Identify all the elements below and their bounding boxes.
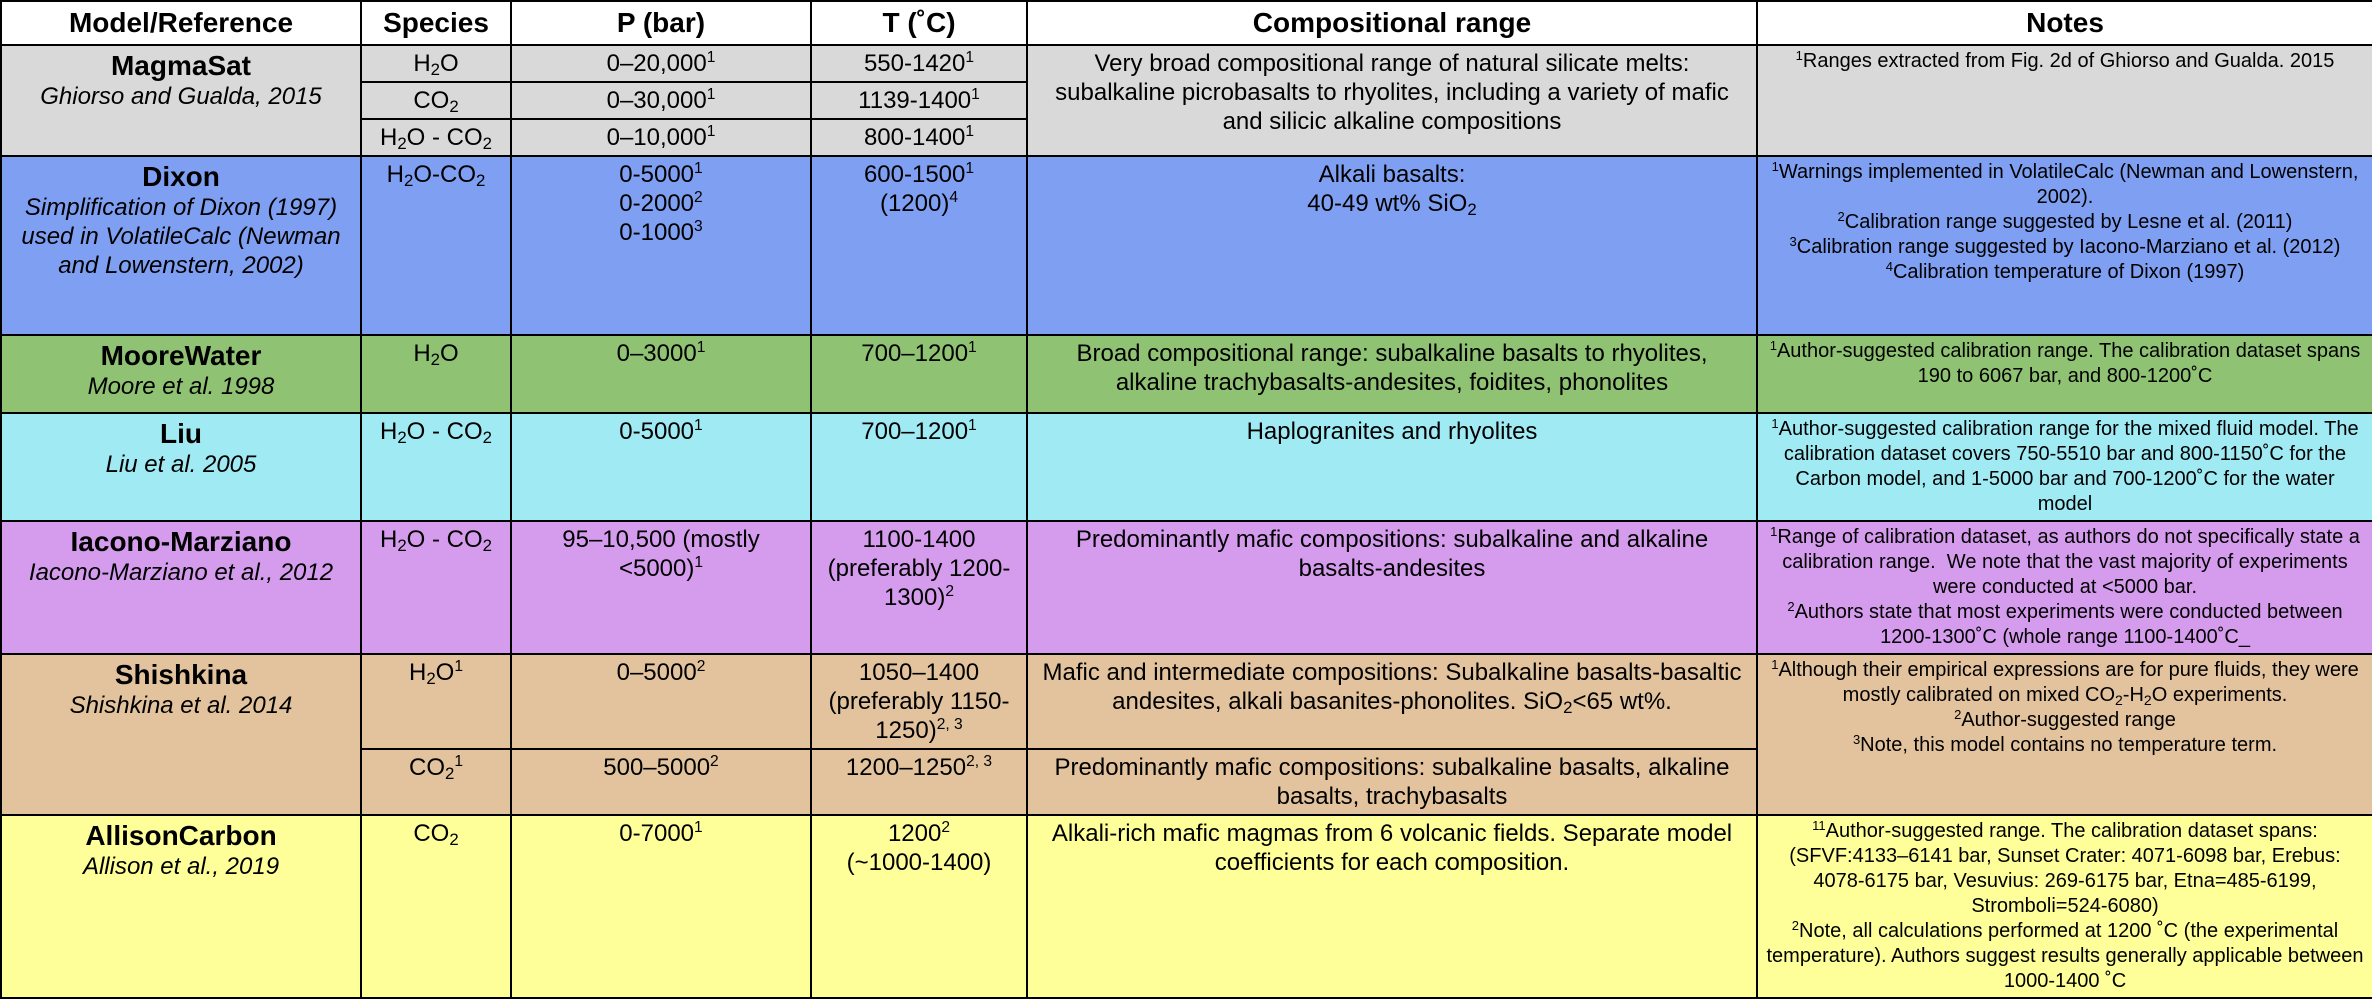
composition-cell: Alkali-rich mafic magmas from 6 volcanic…	[1026, 814, 1758, 999]
model-name: MagmaSat	[110, 50, 252, 81]
temperature-cell: 1200–12502, 3	[810, 748, 1028, 816]
pressure-cell: 0–30,0001	[510, 81, 812, 120]
pressure-cell: 0–10,0001	[510, 118, 812, 157]
notes-cell: 1Range of calibration dataset, as author…	[1756, 520, 2372, 655]
notes-cell: 11Author-suggested range. The calibratio…	[1756, 814, 2372, 999]
pressure-cell: 0–20,0001	[510, 44, 812, 83]
composition-cell: Haplogranites and rhyolites	[1026, 412, 1758, 522]
model-reference: Liu et al. 2005	[105, 451, 257, 478]
pressure-cell: 0-50001 0-20002 0-10003	[510, 155, 812, 336]
model-cell-shishkina: Shishkina Shishkina et al. 2014	[0, 653, 362, 816]
model-cell-magmasat: MagmaSat Ghiorso and Gualda, 2015	[0, 44, 362, 157]
composition-cell: Very broad compositional range of natura…	[1026, 44, 1758, 157]
species-cell: CO21	[360, 748, 512, 816]
temperature-cell: 700–12001	[810, 334, 1028, 414]
pressure-cell: 95–10,500 (mostly <5000)1	[510, 520, 812, 655]
species-cell: CO2	[360, 814, 512, 999]
row-dixon: Dixon Simplification of Dixon (1997) use…	[0, 155, 2372, 336]
header-pressure: P (bar)	[510, 0, 812, 46]
header-model-reference: Model/Reference	[0, 0, 362, 46]
model-cell-liu: Liu Liu et al. 2005	[0, 412, 362, 522]
model-name: Dixon	[142, 161, 220, 192]
species-cell: H2O	[360, 334, 512, 414]
model-reference: Iacono-Marziano et al., 2012	[28, 559, 334, 586]
model-reference: Ghiorso and Gualda, 2015	[40, 83, 322, 110]
row-shishkina-h2o: Shishkina Shishkina et al. 2014 H2O1 0–5…	[0, 653, 2372, 816]
temperature-cell: 800-14001	[810, 118, 1028, 157]
header-compositional-range: Compositional range	[1026, 0, 1758, 46]
model-name: Iacono-Marziano	[70, 526, 292, 557]
temperature-cell: 1139-14001	[810, 81, 1028, 120]
pressure-cell: 0-70001	[510, 814, 812, 999]
composition-cell: Predominantly mafic compositions: subalk…	[1026, 748, 1758, 816]
row-moorewater: MooreWater Moore et al. 1998 H2O 0–30001…	[0, 334, 2372, 414]
row-magmasat-h2o-co2: H2O - CO2 0–10,0001 800-14001	[1, 118, 2372, 157]
notes-cell: 1Warnings implemented in VolatileCalc (N…	[1756, 155, 2372, 336]
header-temperature: T (˚C)	[810, 0, 1028, 46]
composition-cell: Mafic and intermediate compositions: Sub…	[1026, 653, 1758, 750]
model-name: Shishkina	[114, 659, 248, 690]
notes-cell: 1Ranges extracted from Fig. 2d of Ghiors…	[1756, 44, 2372, 157]
pressure-cell: 0-50001	[510, 412, 812, 522]
model-name: AllisonCarbon	[85, 820, 277, 851]
header-row: Model/Reference Species P (bar) T (˚C) C…	[0, 0, 2372, 46]
temperature-cell: 550-14201	[810, 44, 1028, 83]
row-iacono-marziano: Iacono-Marziano Iacono-Marziano et al., …	[0, 520, 2372, 655]
species-cell: H2O - CO2	[360, 520, 512, 655]
species-cell: H2O - CO2	[360, 412, 512, 522]
species-cell: H2O - CO2	[360, 118, 512, 157]
composition-cell: Broad compositional range: subalkaline b…	[1026, 334, 1758, 414]
pressure-cell: 0–30001	[510, 334, 812, 414]
row-shishkina-co2: CO21 500–50002 1200–12502, 3 Predominant…	[1, 748, 2372, 816]
species-cell: CO2	[360, 81, 512, 120]
model-reference: Shishkina et al. 2014	[69, 692, 293, 719]
notes-cell: 1Author-suggested calibration range. The…	[1756, 334, 2372, 414]
row-allisoncarbon: AllisonCarbon Allison et al., 2019 CO2 0…	[0, 814, 2372, 999]
row-magmasat-co2: CO2 0–30,0001 1139-14001	[1, 81, 2372, 120]
pressure-cell: 0–50002	[510, 653, 812, 750]
composition-cell: Predominantly mafic compositions: subalk…	[1026, 520, 1758, 655]
model-reference: Moore et al. 1998	[87, 373, 275, 400]
pressure-cell: 500–50002	[510, 748, 812, 816]
model-name: Liu	[160, 418, 202, 449]
notes-cell: 1Author-suggested calibration range for …	[1756, 412, 2372, 522]
model-cell-dixon: Dixon Simplification of Dixon (1997) use…	[0, 155, 362, 336]
header-notes: Notes	[1756, 0, 2372, 46]
model-cell-allisoncarbon: AllisonCarbon Allison et al., 2019	[0, 814, 362, 999]
composition-cell: Alkali basalts: 40-49 wt% SiO2	[1026, 155, 1758, 336]
notes-cell: 1Although their empirical expressions ar…	[1756, 653, 2372, 816]
temperature-cell: 600-15001 (1200)4	[810, 155, 1028, 336]
temperature-cell: 1050–1400 (preferably 1150-1250)2, 3	[810, 653, 1028, 750]
header-species: Species	[360, 0, 512, 46]
model-reference: Simplification of Dixon (1997) used in V…	[21, 194, 341, 279]
row-liu: Liu Liu et al. 2005 H2O - CO2 0-50001 70…	[0, 412, 2372, 522]
temperature-cell: 12002 (~1000-1400)	[810, 814, 1028, 999]
row-magmasat-h2o: MagmaSat Ghiorso and Gualda, 2015 H2O 0–…	[0, 44, 2372, 157]
temperature-cell: 1100-1400 (preferably 1200-1300)2	[810, 520, 1028, 655]
species-cell: H2O1	[360, 653, 512, 750]
model-reference: Allison et al., 2019	[82, 853, 280, 880]
species-cell: H2O	[360, 44, 512, 83]
model-name: MooreWater	[100, 340, 262, 371]
species-cell: H2O-CO2	[360, 155, 512, 336]
model-cell-moorewater: MooreWater Moore et al. 1998	[0, 334, 362, 414]
model-cell-iacono-marziano: Iacono-Marziano Iacono-Marziano et al., …	[0, 520, 362, 655]
temperature-cell: 700–12001	[810, 412, 1028, 522]
